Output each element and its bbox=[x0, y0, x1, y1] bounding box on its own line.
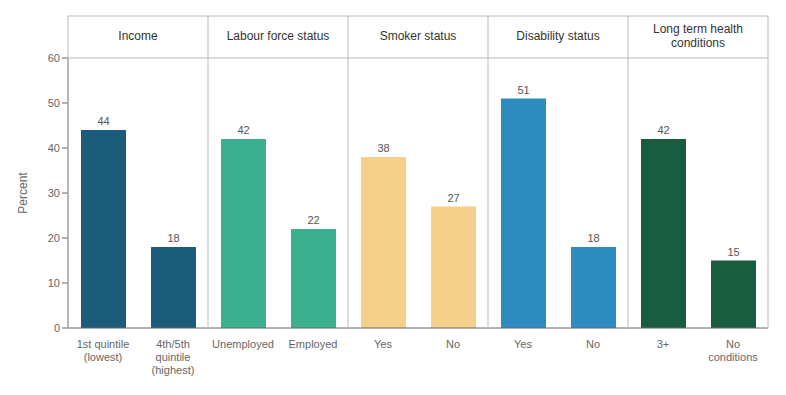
svg-text:51: 51 bbox=[517, 84, 529, 96]
svg-text:Long term healthconditions: Long term healthconditions bbox=[653, 22, 743, 50]
svg-text:No: No bbox=[446, 338, 460, 350]
svg-text:18: 18 bbox=[587, 232, 599, 244]
svg-text:1st quintile(lowest): 1st quintile(lowest) bbox=[77, 338, 130, 363]
svg-text:Employed: Employed bbox=[289, 338, 338, 350]
svg-text:Percent: Percent bbox=[16, 172, 30, 214]
svg-text:40: 40 bbox=[48, 142, 60, 154]
svg-text:38: 38 bbox=[377, 142, 389, 154]
svg-text:0: 0 bbox=[54, 322, 60, 334]
svg-text:Labour force status: Labour force status bbox=[227, 29, 330, 43]
svg-text:27: 27 bbox=[447, 192, 459, 204]
svg-text:30: 30 bbox=[48, 187, 60, 199]
svg-text:44: 44 bbox=[97, 115, 109, 127]
svg-text:Yes: Yes bbox=[374, 338, 392, 350]
svg-text:Income: Income bbox=[118, 29, 158, 43]
svg-text:Smoker status: Smoker status bbox=[380, 29, 457, 43]
svg-text:50: 50 bbox=[48, 97, 60, 109]
svg-text:15: 15 bbox=[727, 246, 739, 258]
svg-text:42: 42 bbox=[237, 124, 249, 136]
svg-text:4th/5thquintile(highest): 4th/5thquintile(highest) bbox=[152, 338, 195, 376]
svg-text:60: 60 bbox=[48, 52, 60, 64]
svg-text:10: 10 bbox=[48, 277, 60, 289]
svg-text:22: 22 bbox=[307, 214, 319, 226]
svg-text:3+: 3+ bbox=[657, 338, 670, 350]
svg-text:Unemployed: Unemployed bbox=[212, 338, 274, 350]
svg-text:No: No bbox=[586, 338, 600, 350]
svg-text:18: 18 bbox=[167, 232, 179, 244]
svg-text:Disability status: Disability status bbox=[516, 29, 599, 43]
svg-text:20: 20 bbox=[48, 232, 60, 244]
svg-text:Yes: Yes bbox=[514, 338, 532, 350]
svg-text:42: 42 bbox=[657, 124, 669, 136]
svg-text:Noconditions: Noconditions bbox=[708, 338, 758, 363]
